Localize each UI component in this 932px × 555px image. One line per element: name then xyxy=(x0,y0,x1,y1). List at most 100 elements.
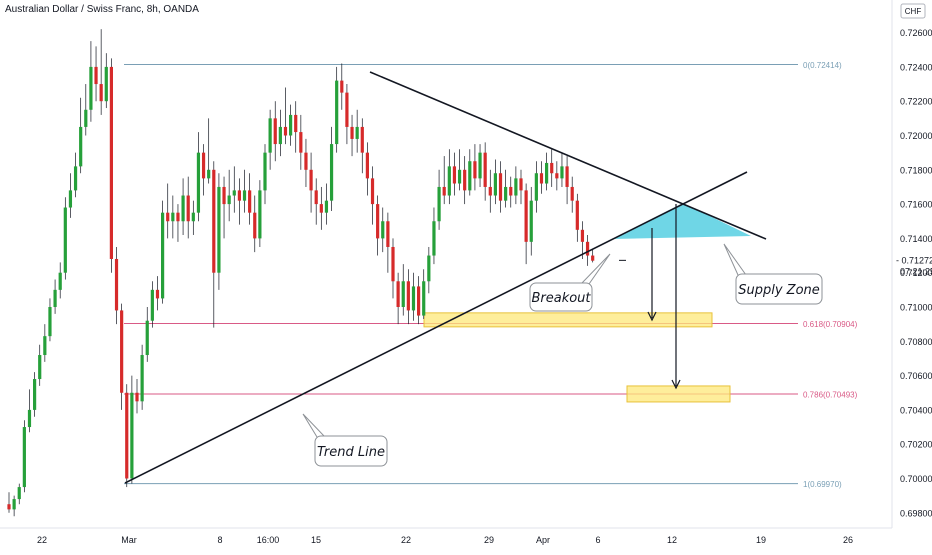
candle-body xyxy=(580,229,585,242)
candle-body xyxy=(345,92,349,127)
candle-body xyxy=(114,258,119,311)
x-tick-label: 29 xyxy=(484,535,494,545)
candle-body xyxy=(447,166,451,196)
candle-body xyxy=(350,126,354,139)
candle-body xyxy=(278,126,282,145)
candle-body xyxy=(43,336,47,356)
supply-zone xyxy=(612,203,751,239)
supply-zone-callout-label: Supply Zone xyxy=(738,283,820,298)
candle-body xyxy=(217,186,221,273)
candle-body xyxy=(468,161,472,191)
candle-body xyxy=(207,169,211,179)
y-tick-label: 0.71000 xyxy=(900,303,932,313)
candle-body xyxy=(161,212,165,299)
trend-line xyxy=(124,171,748,484)
fib-level-label: 1(0.69970) xyxy=(803,480,842,489)
candle-body xyxy=(396,281,400,307)
candle-body xyxy=(125,392,129,479)
candle-body xyxy=(463,169,467,191)
supply-zone-callout-box xyxy=(735,273,823,305)
candle-body xyxy=(509,186,513,196)
x-tick-label: 22 xyxy=(401,535,411,545)
candle-body xyxy=(99,84,103,102)
candle-body xyxy=(263,152,267,191)
candle-body xyxy=(488,186,492,196)
candle-body xyxy=(242,190,247,201)
candle-body xyxy=(201,152,206,179)
supply-zone-callout-pointer xyxy=(723,243,747,276)
chart-title: Australian Dollar / Swiss Franc, 8h, OAN… xyxy=(5,4,199,15)
candle-body xyxy=(73,166,78,191)
candle-body xyxy=(309,169,313,191)
candle-body xyxy=(166,212,170,222)
candle-body xyxy=(319,204,323,213)
candle-body xyxy=(550,162,554,174)
y-tick-label: 0.71200 xyxy=(900,268,932,278)
candle-body xyxy=(120,310,124,393)
x-tick-label: 19 xyxy=(756,535,766,545)
candle-body xyxy=(145,320,149,356)
y-tick-label: 0.72000 xyxy=(900,131,932,141)
fib-level-label: 0(0.72414) xyxy=(803,61,842,70)
candle-body xyxy=(196,152,201,213)
candle-body xyxy=(473,161,477,179)
candle-body xyxy=(89,66,93,110)
candle-body xyxy=(17,487,21,500)
candle-body xyxy=(63,207,67,273)
candle-body xyxy=(289,114,293,136)
candle-body xyxy=(191,212,195,222)
candle-body xyxy=(273,118,277,145)
y-tick-label: 0.71600 xyxy=(900,200,932,210)
candle-body xyxy=(294,114,298,133)
candle-body xyxy=(417,286,421,316)
candle-body xyxy=(437,186,441,222)
candle-body xyxy=(340,80,344,93)
candle-body xyxy=(376,204,380,239)
candle-body xyxy=(33,379,37,410)
candle-body xyxy=(493,173,497,196)
candle-body xyxy=(186,195,190,222)
candle-body xyxy=(585,241,590,256)
currency-badge-label: CHF xyxy=(905,7,922,16)
candle-body xyxy=(104,66,108,102)
candle-body xyxy=(565,166,569,187)
candle-body xyxy=(53,289,57,307)
candle-body xyxy=(483,152,487,187)
candle-body xyxy=(442,186,446,196)
candle-body xyxy=(155,289,160,299)
candle-body xyxy=(58,272,62,290)
x-tick-label: 22 xyxy=(37,535,47,545)
y-tick-label: 0.72200 xyxy=(900,97,932,107)
trend-line-callout-pointer xyxy=(302,413,327,438)
y-tick-label: 0.69800 xyxy=(900,508,932,518)
candle-body xyxy=(171,212,175,222)
candle-body xyxy=(391,246,395,282)
candle-body xyxy=(176,212,180,222)
candle-body xyxy=(365,152,369,179)
x-tick-label: 15 xyxy=(311,535,321,545)
candle-body xyxy=(427,255,431,282)
candle-body xyxy=(232,190,236,196)
candle-body xyxy=(27,409,32,428)
candle-body xyxy=(22,427,26,488)
x-tick-label: 16:00 xyxy=(257,535,280,545)
candle-body xyxy=(258,190,262,239)
projection-arrowhead-2 xyxy=(671,379,681,390)
candle-body xyxy=(299,132,303,153)
candle-body xyxy=(401,281,405,307)
resistance-line xyxy=(369,71,767,240)
candle-body xyxy=(135,392,139,402)
candle-body xyxy=(570,186,574,201)
x-tick-label: Apr xyxy=(536,535,550,545)
y-tick-label: 0.71400 xyxy=(900,234,932,244)
candle-body xyxy=(248,190,252,213)
candle-body xyxy=(406,281,410,311)
candle-body xyxy=(534,173,538,201)
candle-body xyxy=(324,200,329,213)
candle-body xyxy=(48,307,52,337)
candle-body xyxy=(109,66,113,259)
candle-body xyxy=(360,126,364,153)
candle-body xyxy=(84,109,88,127)
